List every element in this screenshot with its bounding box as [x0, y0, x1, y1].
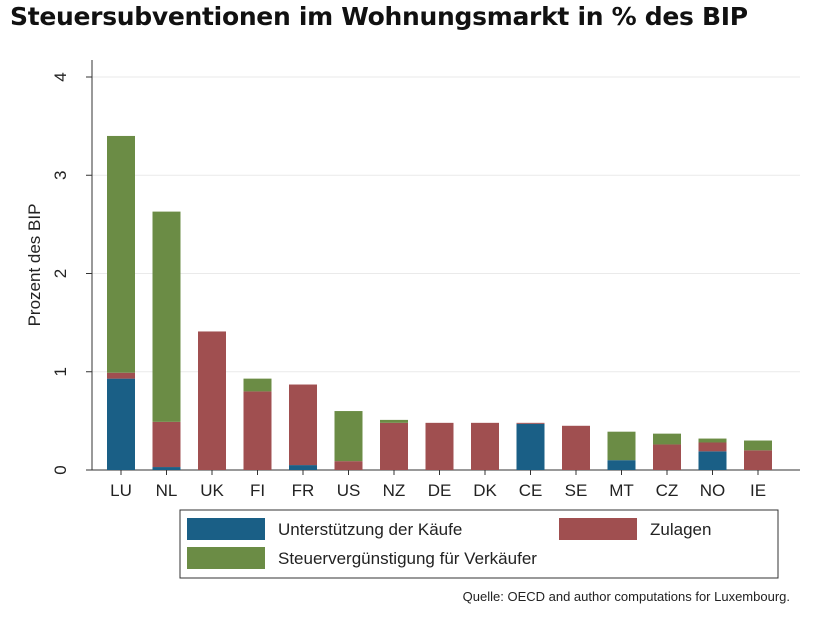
bar-segment — [516, 422, 545, 424]
x-tick-label: FR — [292, 481, 315, 500]
x-tick-label: NZ — [383, 481, 406, 500]
bar-segment — [744, 450, 772, 470]
y-tick-label: 2 — [51, 269, 70, 278]
bar-segment — [107, 372, 135, 379]
bar-segment — [471, 422, 499, 470]
x-tick-label: DK — [473, 481, 497, 500]
bar-segment — [653, 444, 681, 470]
bar-segment — [562, 425, 590, 470]
bar-segment — [107, 378, 135, 470]
bar-segment — [744, 440, 772, 451]
x-tick-label: UK — [200, 481, 224, 500]
x-tick-label: FI — [250, 481, 265, 500]
x-tick-label: US — [337, 481, 361, 500]
bar-segment — [243, 378, 272, 392]
bar-segment — [607, 431, 636, 461]
bar-segment — [380, 422, 408, 470]
bar-segment — [152, 421, 181, 468]
bar-segment — [425, 422, 454, 470]
legend-swatch — [559, 518, 637, 540]
legend-box — [179, 509, 779, 579]
x-tick-label: CE — [519, 481, 543, 500]
legend-label: Unterstützung der Käufe — [278, 520, 462, 539]
bar-segment — [653, 433, 681, 445]
x-tick-label: NO — [700, 481, 726, 500]
x-tick-label: LU — [110, 481, 132, 500]
bar-segment — [289, 465, 317, 470]
bar-segment — [516, 423, 545, 470]
legend-label: Steuervergünstigung für Verkäufer — [278, 549, 537, 568]
source-note: Quelle: OECD and author computations for… — [463, 589, 790, 604]
bar-segment — [607, 460, 636, 470]
bar-segment — [698, 442, 727, 452]
y-tick-label: 3 — [51, 171, 70, 180]
bar-segment — [334, 411, 363, 462]
x-tick-label: IE — [750, 481, 766, 500]
legend-swatch — [187, 518, 265, 540]
y-axis-label: Prozent des BIP — [25, 204, 44, 327]
legend-swatch — [187, 547, 265, 569]
x-tick-label: CZ — [656, 481, 679, 500]
bar-segment — [698, 451, 727, 470]
bar-segment — [698, 438, 727, 443]
y-tick-label: 1 — [51, 367, 70, 376]
x-tick-label: SE — [565, 481, 588, 500]
x-tick-label: NL — [156, 481, 178, 500]
x-tick-label: MT — [609, 481, 634, 500]
bar-segment — [198, 331, 226, 470]
bar-segment — [380, 419, 408, 423]
bar-segment — [243, 391, 272, 470]
chart-title: Steuersubventionen im Wohnungsmarkt in %… — [10, 2, 748, 31]
bar-segment — [152, 467, 181, 470]
bar-segment — [152, 211, 181, 422]
y-tick-label: 0 — [51, 465, 70, 474]
bar-segment — [334, 461, 363, 470]
legend-label: Zulagen — [650, 520, 711, 539]
bar-segment — [107, 135, 135, 373]
bar-segment — [289, 384, 317, 466]
x-tick-label: DE — [428, 481, 452, 500]
y-tick-label: 4 — [51, 72, 70, 81]
